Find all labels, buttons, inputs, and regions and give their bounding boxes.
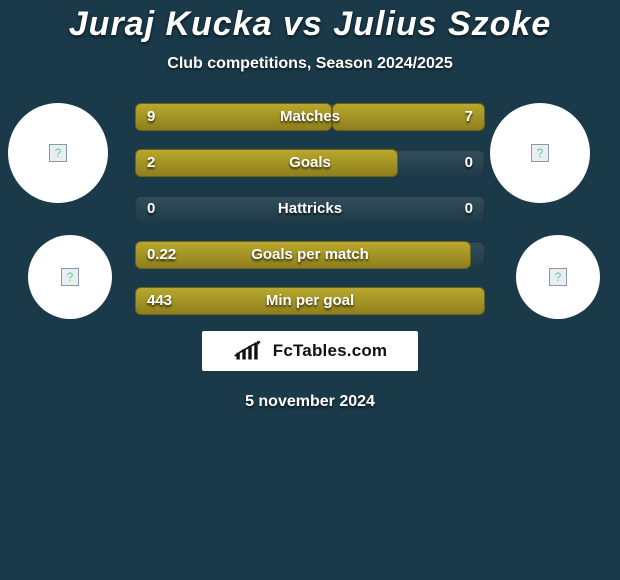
stat-bars: 9Matches72Goals00Hattricks00.22Goals per…: [135, 103, 485, 333]
stat-row: 0.22Goals per match: [135, 241, 485, 269]
brand-text: FcTables.com: [273, 341, 388, 361]
player2-avatar: ?: [490, 103, 590, 203]
brand-badge: FcTables.com: [202, 331, 418, 371]
placeholder-icon: ?: [61, 268, 79, 286]
stat-label: Goals: [135, 149, 485, 177]
page-title: Juraj Kucka vs Julius Szoke: [0, 4, 620, 45]
stat-label: Hattricks: [135, 195, 485, 223]
player1-name: Juraj Kucka: [69, 5, 273, 43]
player1-club-avatar: ?: [28, 235, 112, 319]
player2-club-avatar: ?: [516, 235, 600, 319]
vs-text: vs: [283, 5, 323, 43]
stat-row: 0Hattricks0: [135, 195, 485, 223]
stat-value-right: 0: [465, 195, 473, 223]
stat-label: Matches: [135, 103, 485, 131]
stat-row: 443Min per goal: [135, 287, 485, 315]
placeholder-icon: ?: [549, 268, 567, 286]
placeholder-icon: ?: [531, 144, 549, 162]
date-text: 5 november 2024: [0, 393, 620, 411]
subtitle: Club competitions, Season 2024/2025: [0, 55, 620, 73]
stat-label: Goals per match: [135, 241, 485, 269]
player2-name: Julius Szoke: [333, 5, 551, 43]
bar-chart-icon: [233, 340, 267, 362]
player1-avatar: ?: [8, 103, 108, 203]
stat-value-right: 7: [465, 103, 473, 131]
placeholder-icon: ?: [49, 144, 67, 162]
stat-value-right: 0: [465, 149, 473, 177]
stat-row: 2Goals0: [135, 149, 485, 177]
stat-row: 9Matches7: [135, 103, 485, 131]
stat-label: Min per goal: [135, 287, 485, 315]
